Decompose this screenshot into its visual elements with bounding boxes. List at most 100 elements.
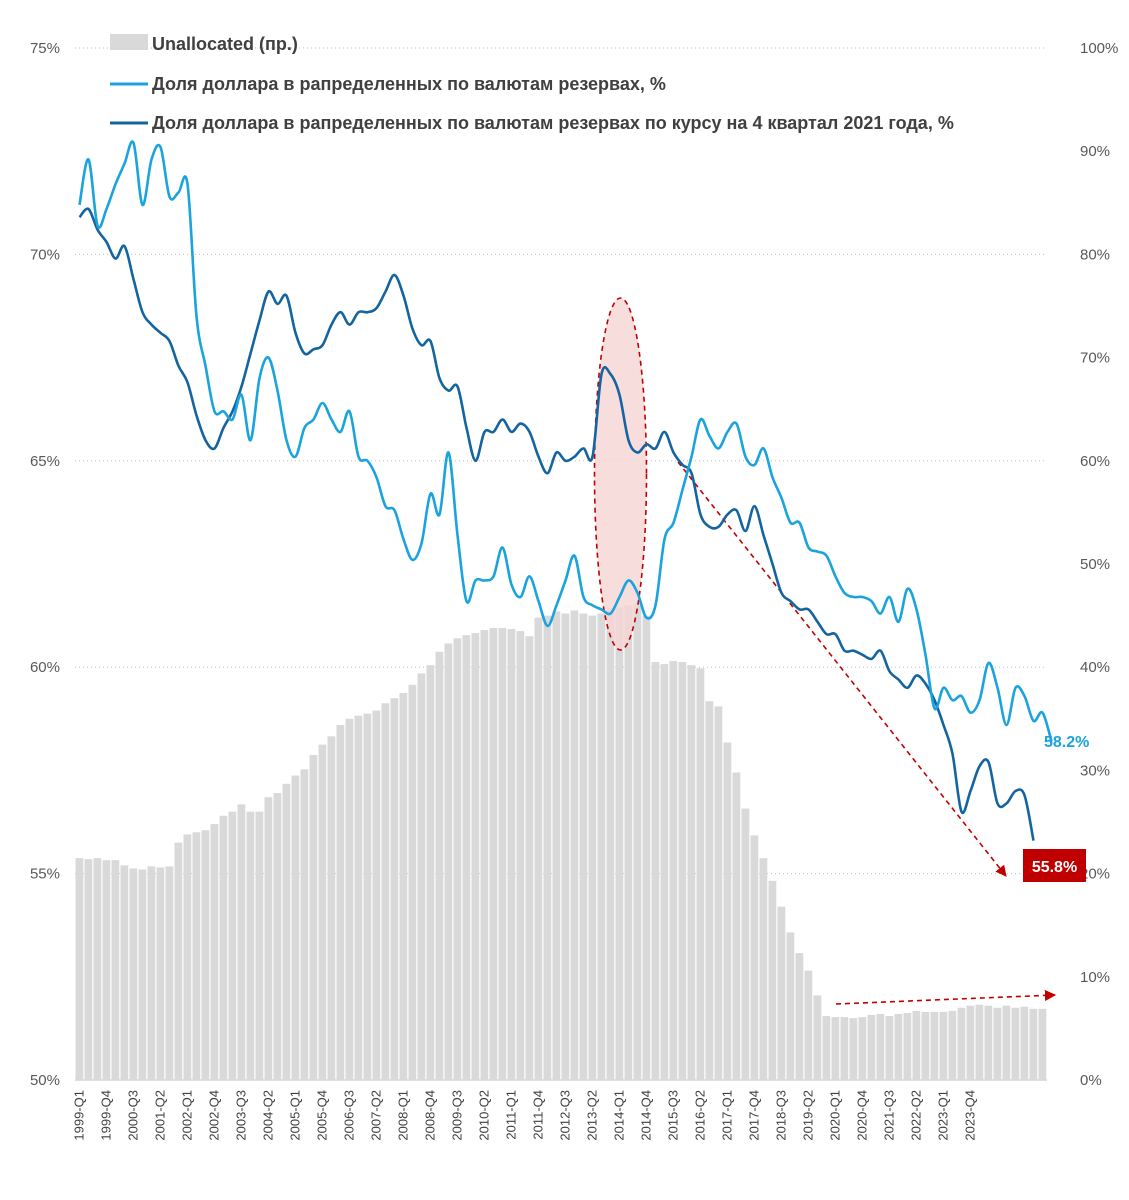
x-tick-label: 2005-Q1 bbox=[288, 1090, 303, 1141]
x-tick-label: 2007-Q2 bbox=[369, 1090, 384, 1141]
end-labels: 58.2% 55.8% bbox=[1023, 734, 1089, 882]
right-tick-label: 30% bbox=[1080, 762, 1110, 779]
unallocated-bar bbox=[1011, 1007, 1020, 1080]
unallocated-bar bbox=[759, 858, 768, 1080]
x-tick-label: 2011-Q4 bbox=[531, 1090, 546, 1140]
unallocated-bar bbox=[876, 1013, 885, 1080]
x-tick-label: 2018-Q3 bbox=[774, 1090, 789, 1141]
unallocated-bar bbox=[255, 811, 264, 1080]
unallocated-bar bbox=[75, 858, 84, 1080]
x-tick-label: 2005-Q4 bbox=[315, 1090, 330, 1141]
x-tick-label: 2002-Q1 bbox=[180, 1090, 195, 1141]
unallocated-bar bbox=[714, 706, 723, 1080]
unallocated-bar bbox=[957, 1007, 966, 1080]
unallocated-bar bbox=[786, 932, 795, 1080]
x-tick-label: 2014-Q1 bbox=[612, 1090, 627, 1141]
unallocated-bar bbox=[975, 1004, 984, 1080]
x-tick-label: 2013-Q2 bbox=[585, 1090, 600, 1141]
left-tick-label: 65% bbox=[30, 453, 60, 470]
unallocated-bar bbox=[282, 783, 291, 1080]
unallocated-bar bbox=[102, 860, 111, 1080]
unallocated-bar bbox=[138, 869, 147, 1080]
unallocated-bar bbox=[777, 906, 786, 1080]
unallocated-bar bbox=[912, 1010, 921, 1080]
x-tick-label: 2015-Q3 bbox=[666, 1090, 681, 1141]
unallocated-bar bbox=[174, 842, 183, 1080]
right-tick-label: 70% bbox=[1080, 350, 1110, 367]
right-tick-label: 90% bbox=[1080, 143, 1110, 160]
series-lines bbox=[78, 140, 1053, 841]
right-tick-label: 20% bbox=[1080, 866, 1110, 883]
unallocated-bar bbox=[624, 605, 633, 1080]
unallocated-bar bbox=[111, 860, 120, 1080]
unallocated-bar bbox=[921, 1011, 930, 1080]
unallocated-bar bbox=[156, 867, 165, 1080]
left-tick-label: 60% bbox=[30, 659, 60, 676]
unallocated-bar bbox=[426, 665, 435, 1080]
x-tick-label: 2017-Q1 bbox=[720, 1090, 735, 1141]
right-tick-label: 100% bbox=[1080, 40, 1118, 57]
right-tick-label: 50% bbox=[1080, 556, 1110, 573]
x-tick-label: 2020-Q4 bbox=[855, 1090, 870, 1141]
unallocated-bar bbox=[768, 880, 777, 1080]
unallocated-bar bbox=[516, 631, 525, 1080]
unallocated-bar bbox=[219, 815, 228, 1080]
x-tick-label: 2023-Q1 bbox=[936, 1090, 951, 1141]
unallocated-bar bbox=[471, 633, 480, 1080]
unallocated-bar bbox=[993, 1007, 1002, 1080]
unallocated-bar bbox=[732, 772, 741, 1080]
unallocated-bar bbox=[489, 627, 498, 1080]
unallocated-bar bbox=[273, 793, 282, 1080]
x-tick-label: 2010-Q2 bbox=[477, 1090, 492, 1141]
unallocated-bar bbox=[354, 715, 363, 1080]
x-tick-label: 2016-Q2 bbox=[693, 1090, 708, 1141]
x-tick-label: 2008-Q1 bbox=[396, 1090, 411, 1141]
left-axis: 50% 55% 60% 65% 70% 75% bbox=[30, 40, 60, 1089]
unallocated-bar bbox=[372, 710, 381, 1080]
unallocated-bar bbox=[669, 661, 678, 1080]
unallocated-bar bbox=[237, 804, 246, 1080]
unallocated-bar bbox=[183, 834, 192, 1080]
unallocated-bar bbox=[363, 713, 372, 1080]
unallocated-bar bbox=[84, 859, 93, 1080]
unallocated-bar bbox=[525, 636, 534, 1080]
x-tick-label: 2012-Q3 bbox=[558, 1090, 573, 1141]
trend-arrow-down bbox=[677, 461, 1007, 877]
unallocated-bar bbox=[192, 832, 201, 1080]
unallocated-bar bbox=[228, 811, 237, 1080]
unallocated-bar bbox=[552, 611, 561, 1080]
unallocated-bar bbox=[750, 835, 759, 1080]
unallocated-bar bbox=[687, 665, 696, 1080]
unallocated-bar bbox=[1029, 1008, 1038, 1080]
unallocated-bar bbox=[399, 693, 408, 1080]
unallocated-bar bbox=[210, 824, 219, 1080]
x-tick-label: 2002-Q4 bbox=[207, 1090, 222, 1141]
x-tick-label: 2017-Q4 bbox=[747, 1090, 762, 1141]
unallocated-bar bbox=[831, 1017, 840, 1080]
unallocated-bar bbox=[633, 603, 642, 1080]
unallocated-bar bbox=[822, 1016, 831, 1080]
unallocated-bar bbox=[381, 703, 390, 1080]
unallocated-bar bbox=[246, 811, 255, 1080]
x-tick-label: 2004-Q2 bbox=[261, 1090, 276, 1141]
x-tick-label: 2006-Q3 bbox=[342, 1090, 357, 1141]
unallocated-bar bbox=[129, 868, 138, 1080]
unallocated-bar bbox=[417, 673, 426, 1080]
x-tick-label: 2001-Q2 bbox=[153, 1090, 168, 1141]
unallocated-bar bbox=[705, 701, 714, 1080]
unallocated-bar bbox=[795, 953, 804, 1080]
x-tick-label: 2020-Q1 bbox=[828, 1090, 843, 1141]
unallocated-bar bbox=[435, 651, 444, 1080]
unallocated-bar bbox=[93, 858, 102, 1080]
right-axis: 0% 10% 20% 30% 40% 50% 60% 70% 80% 90% 100% bbox=[1080, 40, 1118, 1089]
end-label-usd-share-fx2021: 55.8% bbox=[1032, 859, 1077, 876]
unallocated-bar bbox=[849, 1018, 858, 1080]
unallocated-bar bbox=[444, 643, 453, 1080]
unallocated-bar bbox=[651, 662, 660, 1080]
unallocated-bar bbox=[597, 613, 606, 1080]
unallocated-bar bbox=[660, 664, 669, 1080]
unallocated-bar bbox=[966, 1005, 975, 1080]
unallocated-bar bbox=[696, 668, 705, 1080]
right-tick-label: 60% bbox=[1080, 453, 1110, 470]
